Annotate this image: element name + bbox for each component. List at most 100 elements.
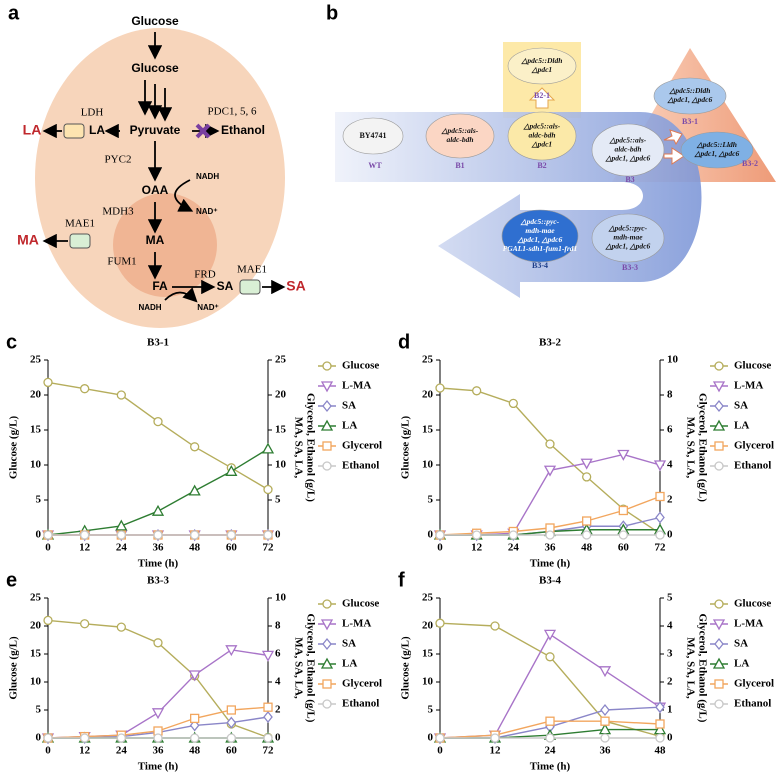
x-axis-label: Time (h) [138, 558, 179, 570]
x-tick-label: 12 [471, 542, 483, 554]
x-tick-label: 72 [263, 542, 275, 554]
y-tick-label: 10 [422, 676, 434, 688]
y2-axis-label: Glycerol, Ethanol (g/L) [304, 614, 316, 723]
y2-tick-label: 0 [667, 732, 673, 744]
data-point [435, 733, 445, 743]
product: MA [17, 232, 39, 248]
strain-cell [591, 213, 665, 263]
enzyme: FUM1 [107, 256, 136, 268]
y2-tick-label: 6 [667, 424, 673, 436]
genotype: △pdc1, △pdc6 [694, 149, 740, 158]
metabolite: MA [146, 233, 165, 247]
legend-label: SA [734, 400, 748, 412]
data-point [582, 516, 592, 526]
data-point [151, 504, 165, 516]
data-point [714, 399, 724, 413]
x-axis-label: Time (h) [530, 761, 571, 773]
metabolite: OAA [142, 183, 169, 197]
legend-label: SA [342, 638, 356, 650]
y2-tick-label: 4 [667, 620, 673, 632]
strain-cell [507, 111, 577, 161]
y-axis-label: Glucose (g/L) [400, 636, 412, 700]
data-point [80, 619, 90, 629]
arrow [174, 179, 194, 212]
x-tick-label: 48 [189, 542, 201, 554]
x-tick-label: 48 [655, 745, 667, 757]
series-line [47, 448, 269, 536]
data-point [226, 716, 237, 729]
strain-name: B2-1 [534, 91, 550, 100]
y-axis-label: Glucose (g/L) [8, 636, 20, 700]
y-tick-label: 15 [422, 648, 434, 660]
data-point [43, 377, 53, 388]
y-tick-label: 5 [428, 704, 434, 716]
data-point [320, 381, 334, 393]
organelle [113, 193, 217, 297]
genotype: △pdc5::Dldh [669, 86, 711, 95]
x-tick-label: 12 [79, 542, 91, 554]
data-point [714, 461, 724, 471]
x-tick-label: 36 [545, 542, 557, 554]
legend-label: LA [734, 420, 749, 432]
metabolite: Pyruvate [130, 123, 181, 137]
x-tick-label: 0 [437, 745, 443, 757]
y2-tick-label: 2 [275, 704, 281, 716]
y-tick-label: 5 [36, 494, 42, 506]
data-point [151, 708, 165, 720]
genotype: △pdc1, △pdc6 [667, 95, 713, 104]
y-tick-label: 15 [422, 424, 434, 436]
genotype: aldc-bdh [614, 145, 641, 154]
legend-label: SA [734, 638, 748, 650]
enzyme: PDC1, 5, 6 [208, 106, 257, 118]
panel-label: b [326, 2, 338, 24]
data-point [600, 703, 610, 717]
genotype: △pdc1, △pdc6 [517, 235, 563, 244]
y2-axis-label: Glycerol, Ethanol (g/L) [696, 393, 708, 502]
y2-tick-label: 4 [667, 459, 673, 471]
data-point [655, 530, 665, 540]
panel-a: a Glucose Glucose Pyruvate LDH LA LA PDC… [8, 2, 306, 328]
genotype: △pdc5::pyc- [520, 217, 560, 226]
data-point [263, 710, 273, 724]
genotype: mdh-mae [525, 226, 555, 235]
legend-label: LA [734, 658, 749, 670]
transporter [239, 279, 261, 295]
legend-label: Glycerol [342, 440, 382, 452]
y2-tick-label: 0 [667, 529, 673, 541]
panel-label: e [6, 569, 17, 591]
data-point [43, 733, 53, 743]
data-point [655, 701, 665, 714]
cofactor: NADH [196, 172, 219, 181]
genotype: aldc-bdh [446, 135, 473, 144]
y2-tick-label: 1 [667, 704, 673, 716]
y2-tick-label: 15 [275, 424, 287, 436]
strain-name: B3-2 [742, 159, 758, 168]
x-axis-label: Time (h) [530, 558, 571, 570]
y2-tick-label: 20 [275, 389, 287, 401]
data-point [190, 530, 200, 540]
arrow [663, 147, 685, 165]
x-tick-label: 12 [79, 745, 91, 757]
data-point [226, 733, 236, 743]
x-axis-label: Time (h) [138, 761, 179, 773]
y2-tick-label: 10 [275, 592, 287, 604]
data-point [545, 439, 555, 449]
y-tick-label: 25 [422, 354, 434, 366]
legend-label: LA [342, 420, 357, 432]
legend-label: Ethanol [734, 460, 771, 472]
cofactor: NAD⁺ [197, 303, 219, 312]
chart-title: B3-2 [539, 337, 562, 349]
y-tick-label: 0 [36, 732, 42, 744]
data-point [580, 458, 593, 470]
data-point [712, 657, 726, 669]
data-point [543, 465, 557, 477]
x-tick-label: 0 [437, 542, 443, 554]
data-point [80, 384, 90, 394]
legend-label: SA [342, 400, 356, 412]
data-point [435, 383, 445, 393]
x-tick-label: 60 [226, 745, 238, 757]
deletion-mark [195, 123, 211, 139]
strain-cell [342, 117, 404, 155]
